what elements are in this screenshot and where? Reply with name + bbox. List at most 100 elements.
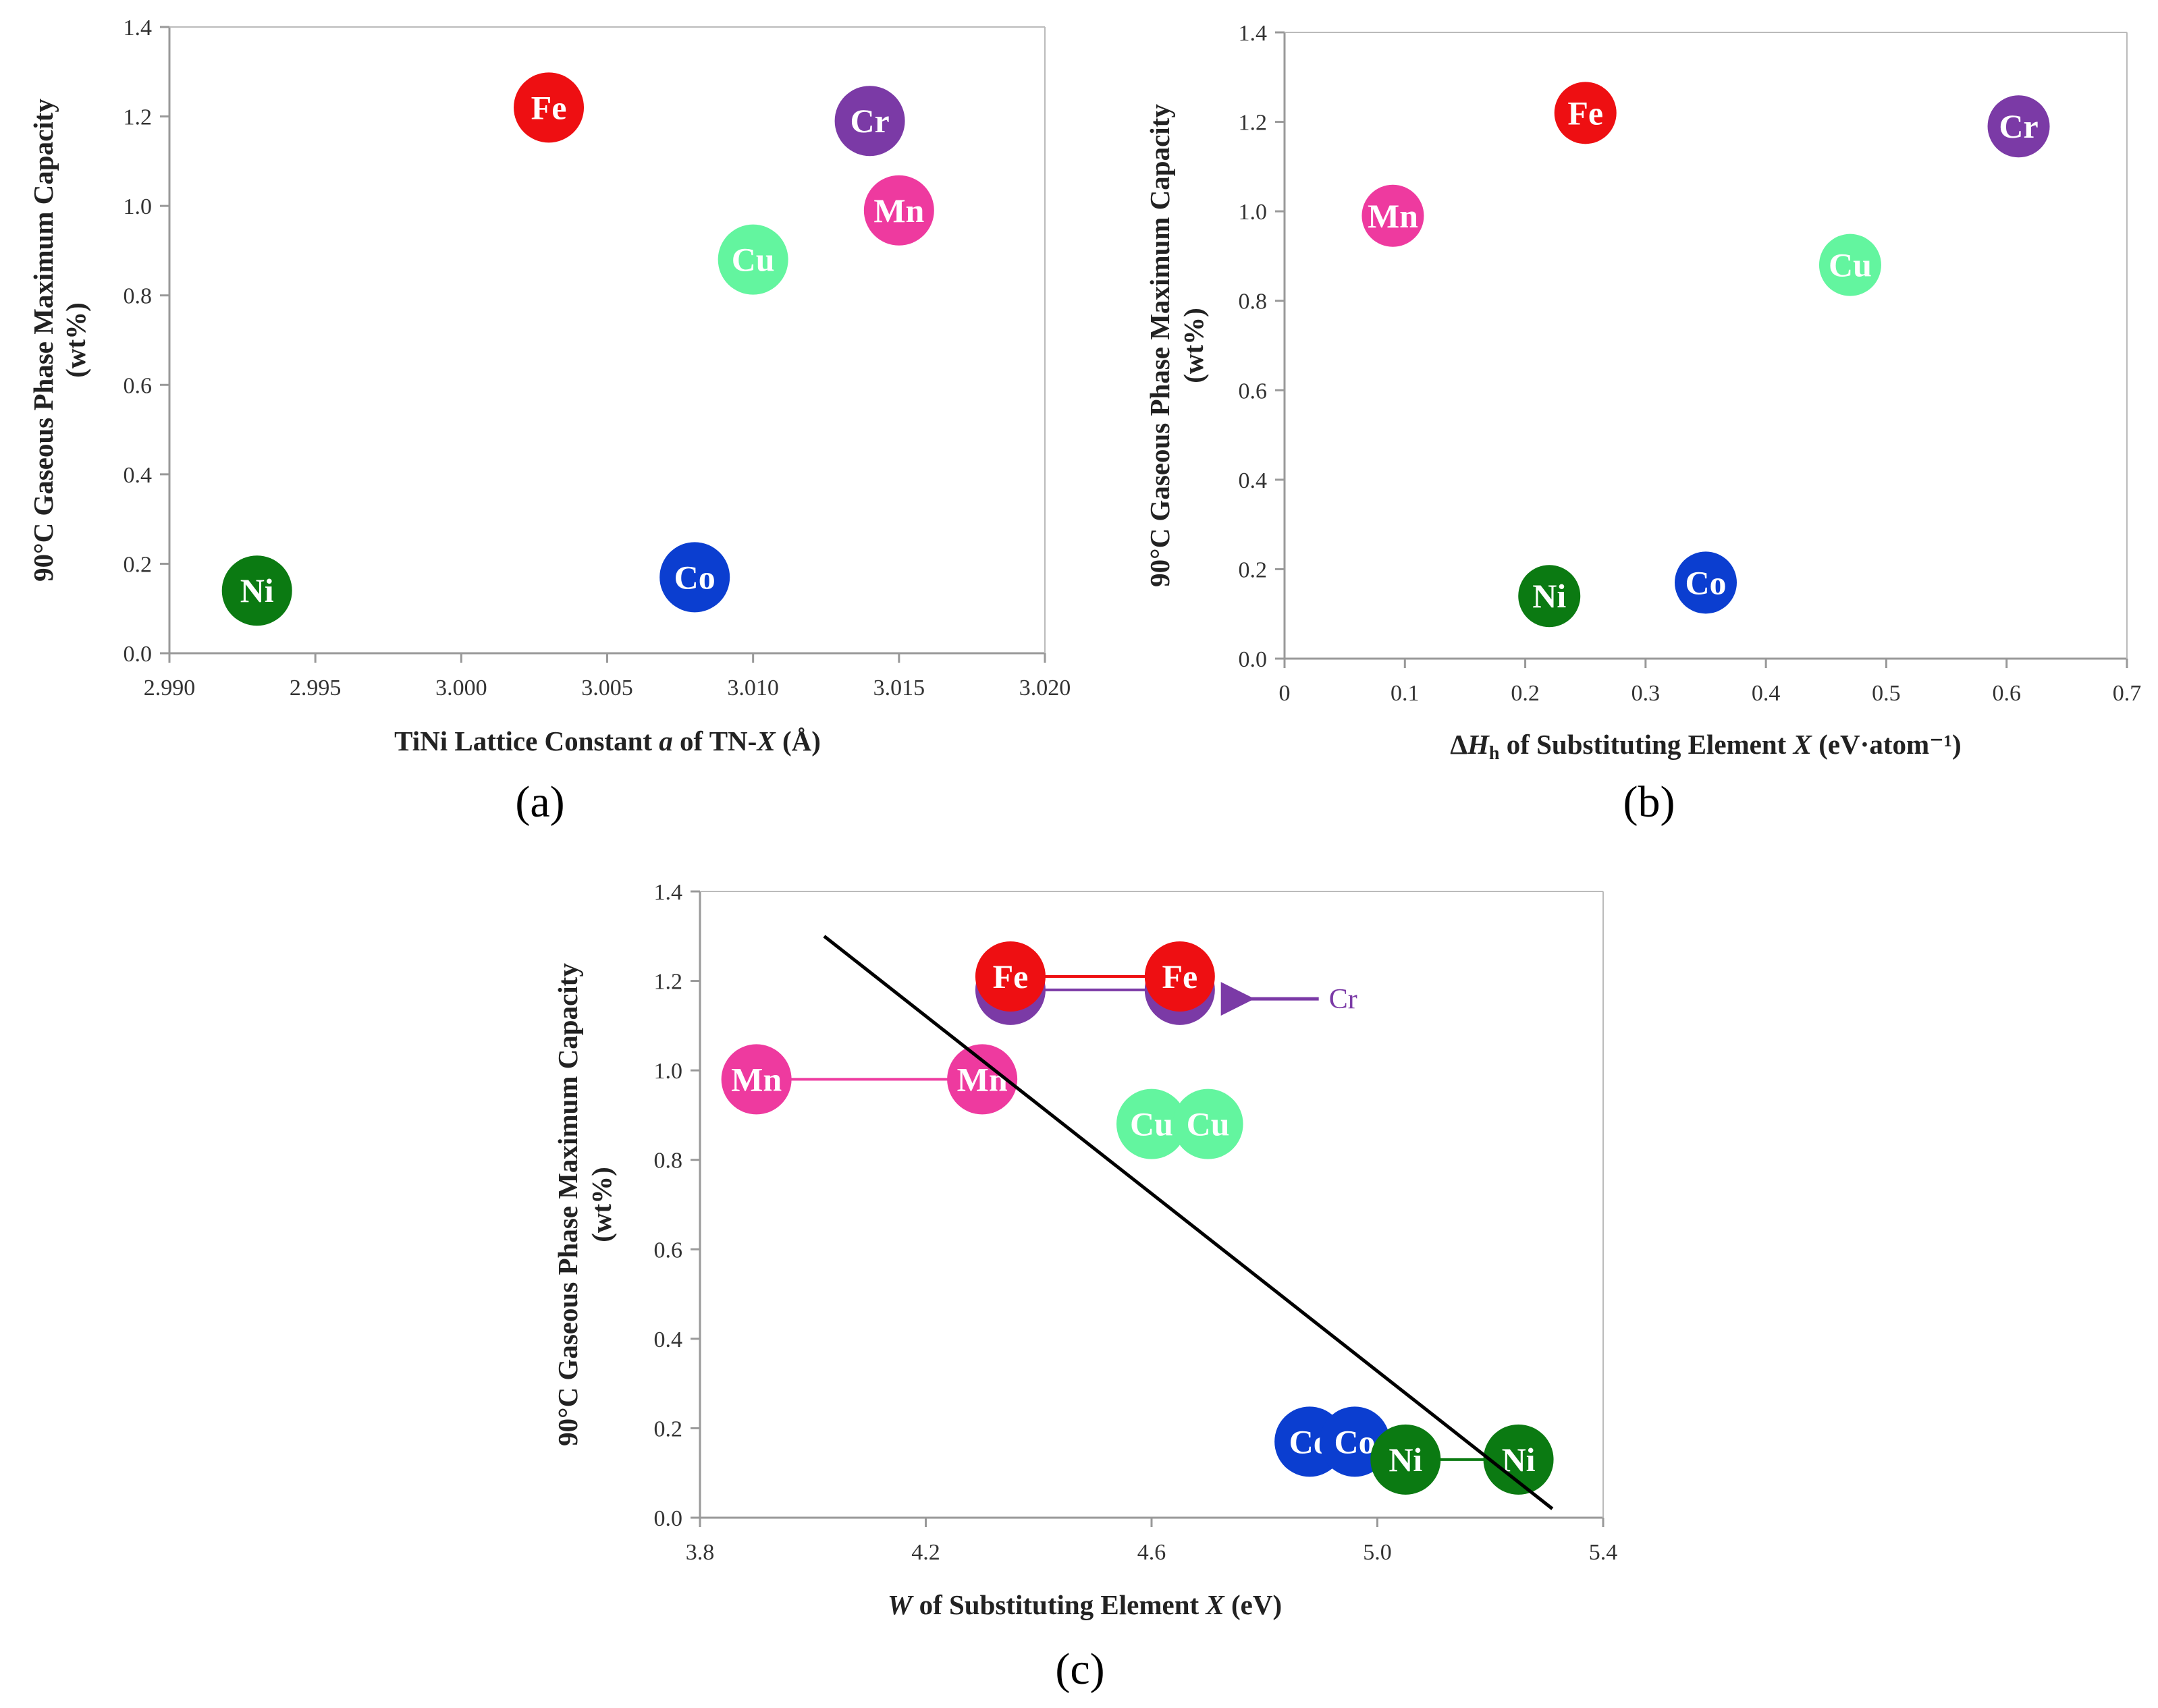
x-tick-label: 0.6 xyxy=(1992,681,2021,706)
y-tick-label: 0.6 xyxy=(124,373,153,398)
y-tick-label: 1.0 xyxy=(1239,200,1268,225)
point-marker xyxy=(834,86,905,157)
x-tick-label: 5.0 xyxy=(1363,1540,1392,1565)
panel-a-y-label-line1: 90°C Gaseous Phase Maximum Capacity xyxy=(28,99,59,582)
y-tick-label: 0.0 xyxy=(1239,647,1268,672)
panel-c-x-label: W of Substituting Element X (eV) xyxy=(888,1589,1282,1620)
point-label: Fe xyxy=(993,958,1029,995)
x-tick-label: 2.990 xyxy=(144,676,196,700)
y-tick-label: 1.0 xyxy=(654,1059,683,1084)
point-label: Mn xyxy=(731,1060,782,1098)
x-tick-label: 4.6 xyxy=(1137,1540,1166,1565)
data-point-cu: Cu xyxy=(1818,233,1881,296)
y-tick-label: 0.8 xyxy=(124,284,153,309)
point-label: Cr xyxy=(850,102,889,140)
x-tick-label: 0.7 xyxy=(2113,681,2142,706)
data-point-mn: Mn xyxy=(947,1044,1018,1115)
data-point-mn: Mn xyxy=(721,1044,792,1115)
x-tick-label: 0.5 xyxy=(1872,681,1901,706)
panel-b-chart: 0.0 0.2 0.4 0.6 0.8 1.0 1.2 1.4 0 0.1 0.2 0.3 0.4 0.… xyxy=(1144,21,2141,827)
y-tick-label: 1.2 xyxy=(654,970,683,995)
point-label: Fe xyxy=(1162,958,1197,995)
point-label: Cu xyxy=(1130,1105,1173,1143)
point-label: Co xyxy=(674,558,716,596)
panel-b-y-label-line1: 90°C Gaseous Phase Maximum Capacity xyxy=(1144,104,1175,587)
point-marker xyxy=(718,224,788,295)
panel-c-chart: 0.0 0.2 0.4 0.6 0.8 1.0 1.2 1.4 3.8 4.2 4.6 5.0 5.4… xyxy=(552,880,1617,1694)
panel-a-chart: 0.0 0.2 0.4 0.6 0.8 1.0 1.2 1.4 2.990 2.995 3.000… xyxy=(28,16,1071,827)
x-tick-label: 4.2 xyxy=(911,1540,940,1565)
data-point-cu: Cu xyxy=(1116,1089,1187,1159)
y-tick-label: 1.4 xyxy=(1239,21,1268,46)
x-tick-label: 3.000 xyxy=(435,676,487,700)
point-label: Fe xyxy=(1567,94,1603,132)
data-point-co: Co xyxy=(659,542,730,613)
point-label: Ni xyxy=(240,572,274,609)
point-marker xyxy=(947,1044,1018,1115)
point-marker xyxy=(1518,565,1581,628)
point-marker xyxy=(1818,233,1881,296)
point-label: Cu xyxy=(732,241,775,279)
point-label: Mn xyxy=(957,1060,1008,1098)
point-marker xyxy=(721,1044,792,1115)
y-tick-label: 0.4 xyxy=(124,463,153,488)
data-point-fe: Fe xyxy=(975,941,1046,1012)
panel-c-tag: (c) xyxy=(1055,1645,1104,1694)
y-tick-label: 1.0 xyxy=(124,194,153,219)
data-point-ni: Ni xyxy=(1370,1424,1441,1495)
point-marker xyxy=(1361,184,1424,247)
panel-b-y-label-line2: (wt%) xyxy=(1178,308,1209,383)
y-tick-label: 0.8 xyxy=(1239,290,1268,314)
point-label: Mn xyxy=(1368,197,1418,235)
point-marker xyxy=(1554,82,1617,144)
data-point-co: Co xyxy=(1675,551,1737,614)
point-marker xyxy=(221,555,292,626)
y-tick-label: 1.4 xyxy=(124,16,153,40)
x-tick-label: 0 xyxy=(1279,681,1291,706)
panel-b-tag: (b) xyxy=(1623,777,1675,827)
point-label: Co xyxy=(1334,1423,1375,1460)
point-marker xyxy=(1116,1089,1187,1159)
point-marker xyxy=(1675,551,1737,614)
data-point-cu: Cu xyxy=(718,224,788,295)
point-marker xyxy=(863,175,934,246)
panel-a-x-label: TiNi Lattice Constant a of TN-X (Å) xyxy=(394,725,821,756)
x-tick-label: 3.010 xyxy=(727,676,779,700)
y-tick-label: 1.2 xyxy=(1239,111,1268,136)
panel-c-fit-line xyxy=(823,935,1554,1510)
data-point-fe: Fe xyxy=(1554,82,1617,144)
data-point-cr: Cr xyxy=(834,86,905,157)
point-marker xyxy=(1370,1424,1441,1495)
point-marker xyxy=(1987,95,2050,158)
panel-c-y-label-line2: (wt%) xyxy=(586,1167,617,1242)
y-tick-label: 1.4 xyxy=(654,880,683,905)
y-tick-label: 0.0 xyxy=(654,1506,683,1531)
data-point-ni: Ni xyxy=(221,555,292,626)
x-tick-label: 0.2 xyxy=(1511,681,1540,706)
y-tick-label: 0.2 xyxy=(124,552,153,577)
y-tick-label: 0.6 xyxy=(654,1238,683,1263)
y-tick-label: 0.0 xyxy=(124,642,153,667)
y-tick-label: 0.2 xyxy=(1239,557,1268,582)
panel-b-x-label: ΔHh of Substituting Element X (eV·atom⁻¹… xyxy=(1450,729,1961,764)
x-tick-label: 5.4 xyxy=(1589,1540,1618,1565)
point-label: Mn xyxy=(873,192,924,229)
data-point-fe: Fe xyxy=(1144,941,1215,1012)
point-label: Cu xyxy=(1187,1105,1230,1143)
y-tick-label: 0.6 xyxy=(1239,379,1268,404)
y-tick-label: 0.8 xyxy=(654,1149,683,1174)
panel-c-cr-annotation: Cr xyxy=(1329,984,1357,1015)
y-tick-label: 0.2 xyxy=(654,1416,683,1441)
x-tick-label: 3.8 xyxy=(686,1540,715,1565)
panel-a-tag: (a) xyxy=(515,777,564,827)
panel-c-y-label-line1: 90°C Gaseous Phase Maximum Capacity xyxy=(552,963,583,1446)
y-tick-label: 1.2 xyxy=(124,105,153,130)
point-marker xyxy=(1144,941,1215,1012)
x-tick-label: 3.005 xyxy=(581,676,633,700)
point-marker xyxy=(1172,1089,1243,1159)
x-tick-label: 0.3 xyxy=(1631,681,1661,706)
point-marker xyxy=(1483,1424,1554,1495)
point-label: Cu xyxy=(1829,246,1872,284)
data-point-cu: Cu xyxy=(1172,1089,1243,1159)
